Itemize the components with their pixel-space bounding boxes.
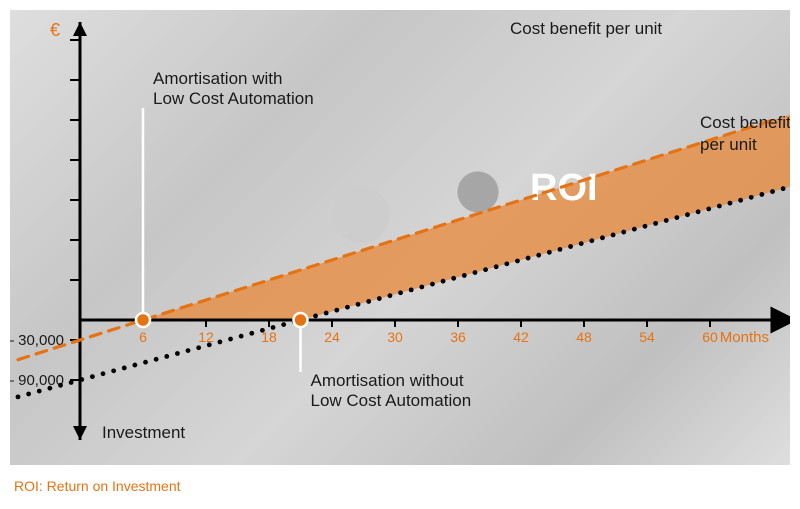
amortisation-label: Amortisation without [311, 371, 464, 390]
series-without-lca-dot [674, 215, 679, 220]
series-without-lca-dot [398, 290, 403, 295]
y-axis-arrow-up [73, 22, 87, 36]
series-without-lca-dot [356, 302, 361, 307]
series-without-lca-dot [419, 285, 424, 290]
series-without-lca-dot [281, 322, 286, 327]
series-without-lca-dot [717, 204, 722, 209]
series-without-lca-dot [430, 282, 435, 287]
series-without-lca-dot [58, 383, 63, 388]
series-without-lca-dot [696, 209, 701, 214]
series-without-lca-dot [451, 276, 456, 281]
series-without-lca-dot [547, 250, 552, 255]
amortisation-label: Low Cost Automation [311, 391, 472, 410]
series-without-lca-dot [47, 386, 52, 391]
amortisation-label: Amortisation with [153, 69, 282, 88]
series-without-lca-dot [589, 238, 594, 243]
series-without-lca-dot [90, 374, 95, 379]
series-without-lca-dot [728, 201, 733, 206]
series-without-lca-dot [388, 293, 393, 298]
amortisation-label: Low Cost Automation [153, 89, 314, 108]
series-without-lca-dot [526, 256, 531, 261]
series-without-lca-dot [79, 377, 84, 382]
series-without-lca-dot [26, 392, 31, 397]
series-without-lca-dot [749, 195, 754, 200]
x-tick-label: 48 [576, 329, 592, 345]
chart-caption: ROI: Return on Investment [14, 478, 181, 494]
y-tick-label: – 90,000 [10, 372, 64, 389]
series-without-lca-dot [377, 296, 382, 301]
series-without-lca-dot [738, 198, 743, 203]
series-without-lca-dot [473, 270, 478, 275]
x-tick-label: 36 [450, 329, 466, 345]
series-without-lca-dot [37, 389, 42, 394]
series-without-lca-dot [345, 305, 350, 310]
x-axis-label: Months [720, 329, 769, 346]
series-without-lca-dot [164, 354, 169, 359]
x-tick-label: 6 [139, 329, 147, 345]
series-without-lca-dot [132, 363, 137, 368]
x-tick-label: 24 [324, 329, 340, 345]
series-without-lca-dot [558, 247, 563, 252]
y-axis-arrow-down [73, 426, 87, 440]
series-without-lca-dot [366, 299, 371, 304]
series-without-lca-dot [611, 233, 616, 238]
series-without-lca-dot [313, 314, 318, 319]
amortisation-point [294, 313, 308, 327]
series-without-lca-dot [228, 337, 233, 342]
series-without-lca-dot [239, 334, 244, 339]
roi-chart: ROI€Investment– 30,000– 90,0006121824303… [10, 10, 790, 465]
series-without-lca-dot [536, 253, 541, 258]
series-without-lca-dot [643, 224, 648, 229]
x-tick-label: 60 [702, 329, 718, 345]
series-without-lca-dot [409, 287, 414, 292]
y-axis-down-label: Investment [102, 423, 185, 442]
series-without-lca-dot [621, 230, 626, 235]
series-without-lca-dot [271, 325, 276, 330]
series-without-lca-label: Cost benefit [700, 113, 790, 132]
series-without-lca-dot [207, 342, 212, 347]
y-axis-currency: € [50, 20, 60, 40]
series-without-lca-dot [143, 360, 148, 365]
x-tick-label: 42 [513, 329, 529, 345]
series-without-lca-dot [653, 221, 658, 226]
series-without-lca-dot [154, 357, 159, 362]
series-without-lca-dot [579, 241, 584, 246]
series-without-lca-dot [122, 366, 127, 371]
series-without-lca-dot [196, 345, 201, 350]
series-without-lca-dot [218, 340, 223, 345]
series-without-lca-dot [494, 264, 499, 269]
x-tick-label: 12 [198, 329, 214, 345]
series-without-lca-dot [111, 368, 116, 373]
x-tick-label: 54 [639, 329, 655, 345]
series-without-lca-dot [175, 351, 180, 356]
series-without-lca-dot [685, 212, 690, 217]
series-without-lca-dot [483, 267, 488, 272]
series-without-lca-dot [441, 279, 446, 284]
x-tick-label: 30 [387, 329, 403, 345]
series-without-lca-dot [706, 207, 711, 212]
series-without-lca-dot [249, 331, 254, 336]
series-without-lca-dot [462, 273, 467, 278]
series-without-lca-dot [770, 189, 775, 194]
series-without-lca-dot [632, 227, 637, 232]
series-without-lca-dot [664, 218, 669, 223]
series-without-lca-dot [186, 348, 191, 353]
series-without-lca-dot [568, 244, 573, 249]
series-without-lca-label: per unit [700, 135, 757, 154]
series-with-lca-label: Cost benefit per unit [510, 19, 662, 38]
series-without-lca-dot [324, 311, 329, 316]
series-without-lca-dot [16, 394, 21, 399]
series-without-lca-dot [101, 371, 106, 376]
amortisation-point [136, 313, 150, 327]
series-without-lca-dot [515, 259, 520, 264]
series-without-lca-dot [759, 192, 764, 197]
series-without-lca-dot [781, 186, 786, 191]
roi-area [143, 85, 790, 320]
series-without-lca-dot [334, 308, 339, 313]
series-without-lca-dot [69, 380, 74, 385]
series-without-lca-dot [600, 235, 605, 240]
series-without-lca-dot [504, 261, 509, 266]
series-without-lca-dot [260, 328, 265, 333]
